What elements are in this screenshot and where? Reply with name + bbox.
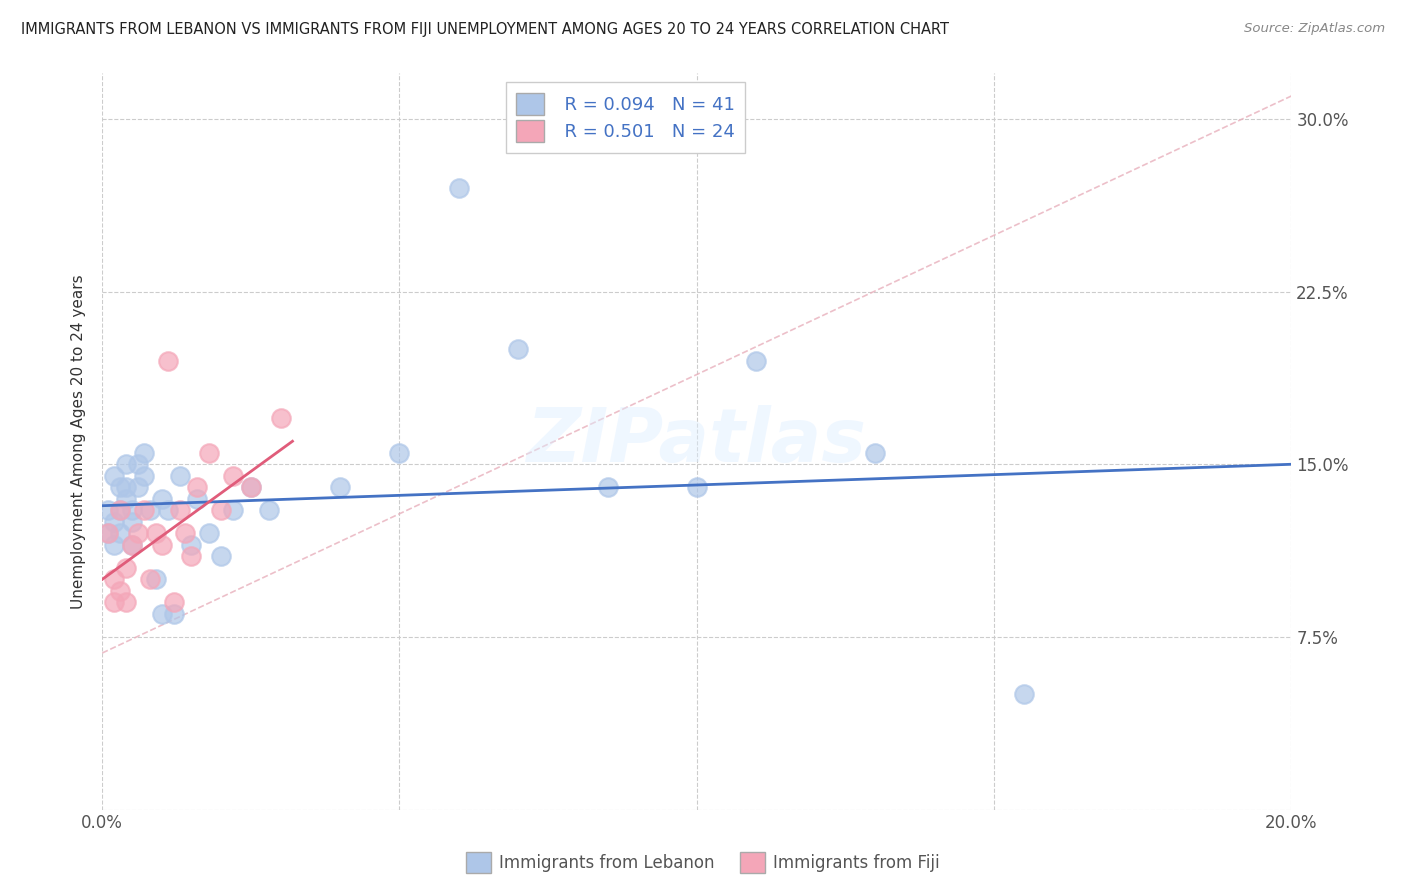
Point xyxy=(169,503,191,517)
Point xyxy=(121,515,143,529)
Point xyxy=(209,503,232,517)
Point xyxy=(145,573,167,587)
Point xyxy=(121,503,143,517)
Point xyxy=(508,342,530,356)
Text: Source: ZipAtlas.com: Source: ZipAtlas.com xyxy=(1244,22,1385,36)
Point xyxy=(108,583,131,598)
Point xyxy=(108,503,131,517)
Point xyxy=(97,526,120,541)
Point xyxy=(150,538,173,552)
Point xyxy=(239,480,262,494)
Point xyxy=(150,607,173,621)
Point xyxy=(186,491,208,506)
Point xyxy=(103,538,125,552)
Point xyxy=(222,503,245,517)
Point xyxy=(388,446,411,460)
Point xyxy=(115,561,138,575)
Point xyxy=(186,480,208,494)
Point xyxy=(103,573,125,587)
Text: ZIPatlas: ZIPatlas xyxy=(527,405,866,478)
Point xyxy=(162,607,184,621)
Point xyxy=(103,515,125,529)
Point xyxy=(108,480,131,494)
Point xyxy=(115,491,138,506)
Legend: Immigrants from Lebanon, Immigrants from Fiji: Immigrants from Lebanon, Immigrants from… xyxy=(460,846,946,880)
Point xyxy=(97,526,120,541)
Point xyxy=(198,526,221,541)
Point xyxy=(180,538,202,552)
Point xyxy=(174,526,197,541)
Point xyxy=(270,411,292,425)
Point xyxy=(1012,688,1035,702)
Point xyxy=(863,446,886,460)
Text: IMMIGRANTS FROM LEBANON VS IMMIGRANTS FROM FIJI UNEMPLOYMENT AMONG AGES 20 TO 24: IMMIGRANTS FROM LEBANON VS IMMIGRANTS FR… xyxy=(21,22,949,37)
Point xyxy=(115,595,138,609)
Point xyxy=(447,181,470,195)
Point xyxy=(169,468,191,483)
Point xyxy=(162,595,184,609)
Point xyxy=(132,446,155,460)
Point xyxy=(156,353,179,368)
Point xyxy=(103,595,125,609)
Point xyxy=(108,526,131,541)
Point xyxy=(198,446,221,460)
Point xyxy=(150,491,173,506)
Point xyxy=(115,480,138,494)
Point xyxy=(209,549,232,564)
Point xyxy=(180,549,202,564)
Point xyxy=(139,503,162,517)
Point xyxy=(127,457,149,471)
Point xyxy=(139,573,162,587)
Point xyxy=(132,468,155,483)
Point xyxy=(596,480,619,494)
Point xyxy=(132,503,155,517)
Y-axis label: Unemployment Among Ages 20 to 24 years: Unemployment Among Ages 20 to 24 years xyxy=(72,274,86,608)
Point xyxy=(115,457,138,471)
Point xyxy=(745,353,768,368)
Point xyxy=(127,526,149,541)
Point xyxy=(145,526,167,541)
Legend:   R = 0.094   N = 41,   R = 0.501   N = 24: R = 0.094 N = 41, R = 0.501 N = 24 xyxy=(506,82,745,153)
Point xyxy=(97,503,120,517)
Point xyxy=(239,480,262,494)
Point xyxy=(686,480,709,494)
Point xyxy=(127,480,149,494)
Point xyxy=(222,468,245,483)
Point xyxy=(257,503,280,517)
Point xyxy=(121,538,143,552)
Point xyxy=(121,538,143,552)
Point xyxy=(103,468,125,483)
Point xyxy=(329,480,352,494)
Point xyxy=(156,503,179,517)
Point xyxy=(108,503,131,517)
